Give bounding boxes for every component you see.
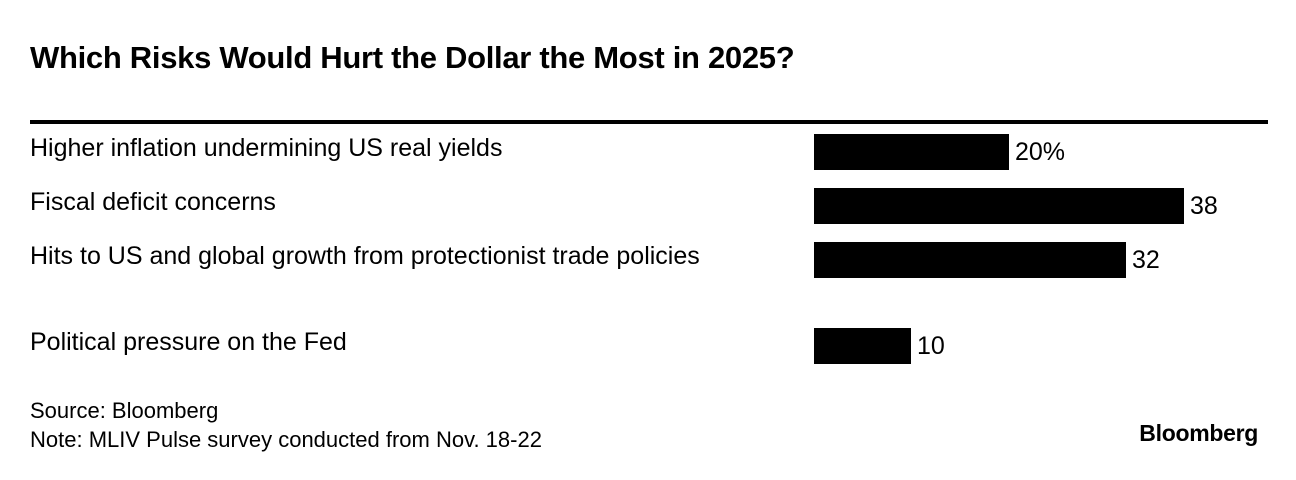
chart-footer: Source: Bloomberg Note: MLIV Pulse surve…: [30, 396, 542, 454]
category-label: Hits to US and global growth from protec…: [30, 242, 700, 270]
bloomberg-logo: Bloomberg: [1139, 420, 1258, 446]
survey-note: Note: MLIV Pulse survey conducted from N…: [30, 427, 542, 452]
value-label: 10: [917, 332, 945, 360]
title-divider: [30, 120, 1268, 124]
category-label: Political pressure on the Fed: [30, 328, 347, 356]
category-label: Fiscal deficit concerns: [30, 188, 276, 216]
chart-title: Which Risks Would Hurt the Dollar the Mo…: [30, 40, 795, 75]
value-label: 20%: [1015, 138, 1066, 166]
value-label: 38: [1190, 192, 1218, 220]
bar: [814, 188, 1184, 224]
bar: [814, 242, 1126, 278]
bar: [814, 134, 1009, 170]
value-label: 32: [1132, 246, 1160, 274]
category-label: Higher inflation undermining US real yie…: [30, 134, 503, 162]
bar: [814, 328, 911, 364]
source-note: Source: Bloomberg: [30, 398, 219, 423]
